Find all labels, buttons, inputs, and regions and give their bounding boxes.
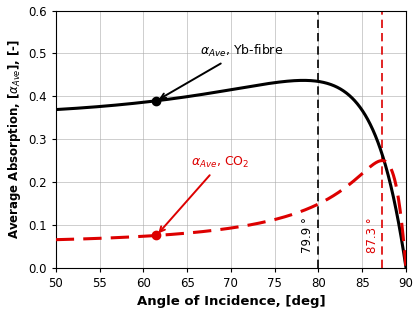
Y-axis label: Average Absorption, [$\alpha_{Ave}$], [-]: Average Absorption, [$\alpha_{Ave}$], [-…: [5, 39, 23, 239]
Text: 79.9 °: 79.9 °: [301, 217, 314, 253]
Text: $\alpha_{Ave}$, Yb-fibre: $\alpha_{Ave}$, Yb-fibre: [161, 43, 284, 98]
X-axis label: Angle of Incidence, [deg]: Angle of Incidence, [deg]: [137, 295, 325, 308]
Text: 87.3 °: 87.3 °: [366, 217, 379, 253]
Text: $\alpha_{Ave}$, CO$_2$: $\alpha_{Ave}$, CO$_2$: [160, 155, 250, 232]
